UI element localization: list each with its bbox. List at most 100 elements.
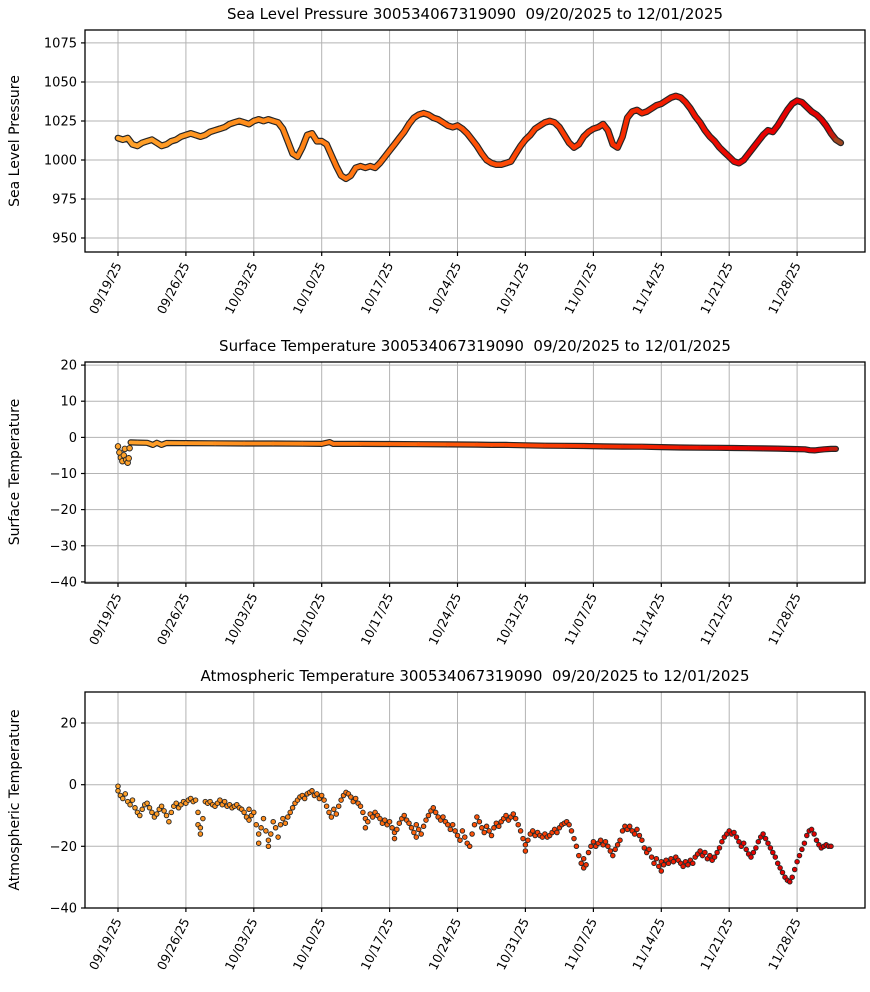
data-point xyxy=(192,797,199,803)
data-point xyxy=(352,795,359,802)
data-point xyxy=(457,837,463,843)
y-tick-label: 975 xyxy=(52,193,77,208)
data-point xyxy=(680,863,686,870)
x-tick-label: 10/17/25 xyxy=(357,916,396,973)
data-point xyxy=(566,821,572,828)
data-point xyxy=(270,818,276,825)
data-point xyxy=(173,800,179,806)
data-point xyxy=(522,842,529,848)
data-point xyxy=(221,798,228,805)
data-point xyxy=(631,831,638,837)
data-point xyxy=(777,865,783,871)
data-point xyxy=(760,831,766,837)
data-point xyxy=(636,832,643,839)
y-axis-label-surface-temperature: Surface Temperature xyxy=(7,398,23,546)
data-point xyxy=(476,818,483,825)
data-point xyxy=(576,852,582,859)
data-point xyxy=(517,828,524,834)
data-point xyxy=(750,849,757,856)
data-point xyxy=(583,862,589,868)
data-point xyxy=(389,825,395,831)
data-point xyxy=(394,826,400,833)
series-segment xyxy=(833,137,843,146)
data-point xyxy=(791,866,798,873)
data-point xyxy=(716,845,723,851)
data-point xyxy=(454,832,461,839)
data-point xyxy=(382,817,388,823)
x-tick-label: 10/10/25 xyxy=(290,260,329,317)
y-tick-label: −40 xyxy=(50,575,77,590)
y-tick-label: −20 xyxy=(50,840,77,855)
axes-frame xyxy=(84,691,866,909)
data-point xyxy=(660,862,667,868)
axes-frame xyxy=(84,361,866,584)
data-point xyxy=(466,843,473,850)
x-tick-label: 10/10/25 xyxy=(290,916,329,973)
data-point xyxy=(794,858,800,865)
y-tick-label: 0 xyxy=(69,778,77,793)
data-point xyxy=(115,783,121,789)
x-tick-label: 10/03/25 xyxy=(222,916,261,973)
series-segment xyxy=(285,138,295,156)
data-point xyxy=(481,829,487,836)
y-tick-label: 1050 xyxy=(44,76,77,91)
data-point xyxy=(391,835,398,842)
y-tick-label: 10 xyxy=(60,395,77,410)
x-tick-label: 10/10/25 xyxy=(290,591,329,648)
data-point xyxy=(127,801,133,808)
data-point xyxy=(607,848,614,854)
data-point xyxy=(496,823,502,830)
y-tick-label: −20 xyxy=(50,503,77,518)
data-point xyxy=(804,832,810,839)
y-tick-label: 1000 xyxy=(44,154,77,169)
data-point xyxy=(318,792,325,799)
data-point xyxy=(610,852,616,859)
data-point xyxy=(459,828,466,834)
data-point xyxy=(772,854,779,860)
data-point xyxy=(796,852,803,859)
x-tick-label: 11/07/25 xyxy=(561,591,600,648)
y-tick-label: 0 xyxy=(69,431,77,446)
data-point xyxy=(411,829,417,836)
data-point xyxy=(365,818,371,825)
data-point xyxy=(335,803,342,809)
y-tick-label: 20 xyxy=(60,717,77,732)
y-tick-label: −40 xyxy=(50,902,77,917)
data-point xyxy=(590,838,597,845)
data-point xyxy=(166,818,172,825)
x-tick-label: 10/31/25 xyxy=(493,260,532,317)
data-point xyxy=(801,840,808,846)
data-point xyxy=(139,806,145,813)
data-point xyxy=(420,823,427,830)
data-point xyxy=(617,837,623,843)
data-point xyxy=(568,828,575,834)
data-point xyxy=(799,846,805,853)
data-point xyxy=(357,803,364,809)
data-point xyxy=(200,815,206,822)
data-point xyxy=(767,845,774,851)
data-point xyxy=(522,848,529,854)
data-point xyxy=(251,809,257,816)
y-axis-label-atmospheric-temperature: Atmospheric Temperature xyxy=(7,709,23,891)
data-point xyxy=(413,821,420,828)
data-point xyxy=(241,809,247,816)
data-point xyxy=(406,820,412,826)
data-point xyxy=(787,879,793,885)
data-point xyxy=(515,821,521,828)
data-point xyxy=(122,791,129,797)
data-point xyxy=(653,855,660,862)
x-tick-label: 11/28/25 xyxy=(765,591,804,648)
data-point xyxy=(690,860,696,867)
data-point xyxy=(512,815,519,822)
data-point xyxy=(736,838,742,845)
data-point xyxy=(125,455,132,462)
series-segment xyxy=(300,132,310,150)
data-point xyxy=(197,831,204,837)
data-point xyxy=(217,797,223,803)
data-point xyxy=(486,828,492,834)
series-sea-level-pressure xyxy=(114,92,845,183)
data-point xyxy=(137,812,143,819)
data-point xyxy=(144,800,150,806)
data-point xyxy=(413,834,420,840)
y-tick-label: 950 xyxy=(52,232,77,247)
